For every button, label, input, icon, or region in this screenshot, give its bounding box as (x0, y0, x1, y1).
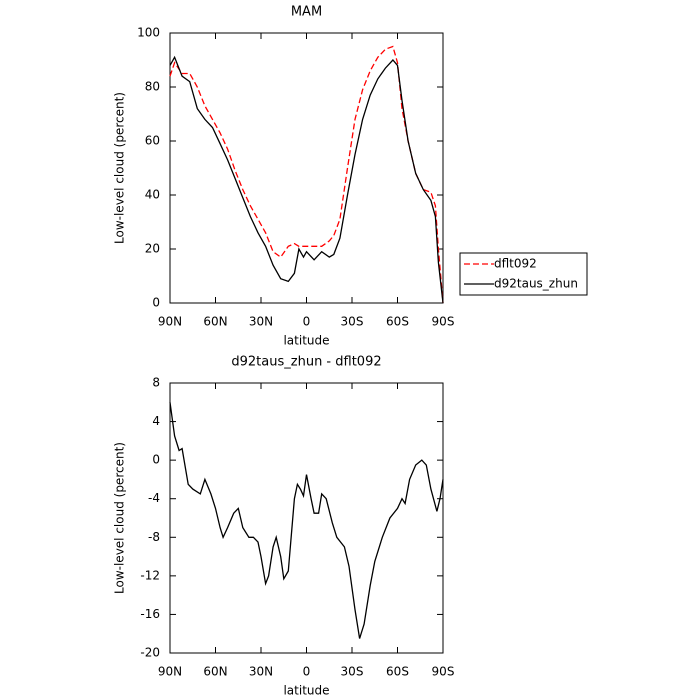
y-tick-label: 100 (137, 26, 160, 40)
x-tick-label: 60N (203, 665, 227, 679)
chart-title: d92taus_zhun - dflt092 (231, 355, 381, 370)
y-axis-label: Low-level cloud (percent) (113, 442, 127, 594)
y-tick-label: 0 (152, 296, 160, 310)
series-line (169, 45, 444, 304)
y-tick-label: 60 (145, 134, 160, 148)
x-tick-label: 30S (341, 315, 364, 329)
legend-label: dflt092 (494, 257, 537, 271)
y-tick-label: 0 (152, 453, 160, 467)
x-tick-label: 60S (386, 315, 409, 329)
y-tick-label: 8 (152, 376, 160, 390)
y-tick-label: 80 (145, 80, 160, 94)
plot-frame (169, 32, 444, 304)
y-tick-label: -16 (140, 607, 160, 621)
y-tick-label: 20 (145, 242, 160, 256)
legend-box (459, 252, 588, 296)
y-axis-label: Low-level cloud (percent) (113, 92, 127, 244)
x-tick-label: 90S (432, 315, 455, 329)
y-tick-label: 40 (145, 188, 160, 202)
x-tick-label: 0 (303, 315, 311, 329)
x-axis-label: latitude (283, 684, 329, 698)
series-line (169, 55, 444, 304)
x-tick-label: 90S (432, 665, 455, 679)
y-tick-label: 4 (152, 414, 160, 428)
x-tick-label: 30N (249, 315, 273, 329)
x-tick-label: 0 (303, 665, 311, 679)
y-tick-label: -8 (148, 530, 160, 544)
y-tick-label: -12 (140, 568, 160, 582)
y-tick-label: -20 (140, 646, 160, 660)
chart-title: MAM (291, 5, 322, 20)
x-tick-label: 30S (341, 665, 364, 679)
series-line (169, 402, 444, 639)
x-tick-label: 90N (158, 315, 182, 329)
x-tick-label: 60S (386, 665, 409, 679)
legend-label: d92taus_zhun (494, 277, 578, 291)
x-tick-label: 30N (249, 665, 273, 679)
plot-frame (169, 382, 444, 654)
x-axis-label: latitude (283, 334, 329, 348)
y-tick-label: -4 (148, 491, 160, 505)
x-tick-label: 60N (203, 315, 227, 329)
x-tick-label: 90N (158, 665, 182, 679)
